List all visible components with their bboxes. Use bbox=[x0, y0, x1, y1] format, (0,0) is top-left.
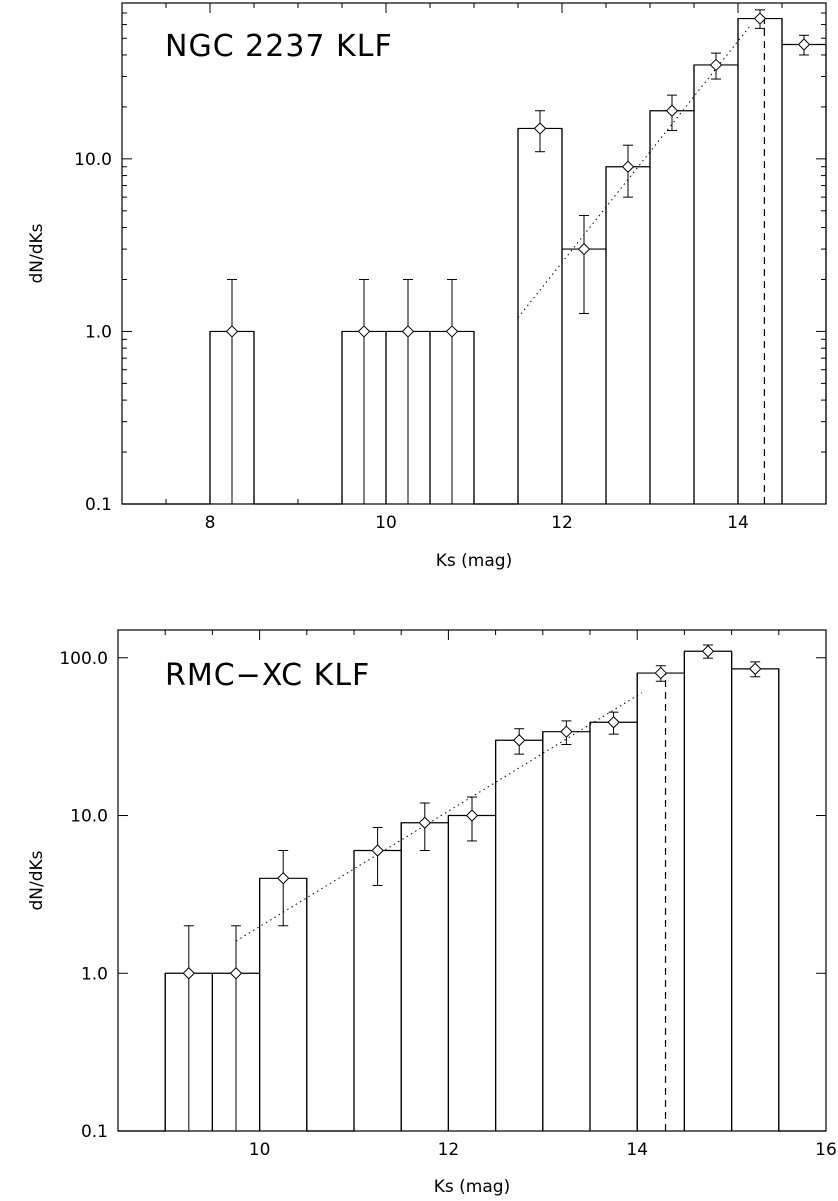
plot-frame bbox=[117, 629, 827, 1132]
fit-line bbox=[235, 692, 643, 942]
x-tick-label: 10 bbox=[249, 1140, 271, 1160]
data-point-diamond bbox=[753, 12, 767, 25]
data-point-diamond bbox=[418, 816, 432, 829]
data-point-diamond bbox=[401, 325, 415, 338]
x-tick-label: 10 bbox=[375, 513, 397, 533]
data-point-diamond bbox=[465, 809, 479, 822]
panel-title: NGC 2237 KLF bbox=[165, 29, 393, 64]
panel-rmc-xc-klf: 10 12 14 16 0.1 1.0 10.0 100.0 RMC−XC KLF Ks (mag… bbox=[27, 629, 837, 1197]
x-tick-label: 14 bbox=[626, 1140, 648, 1160]
data-point-diamond bbox=[357, 325, 371, 338]
panel-title: RMC−XC KLF bbox=[165, 658, 370, 693]
x-tick-label: 12 bbox=[551, 513, 573, 533]
data-point-diamond bbox=[607, 716, 620, 729]
x-axis-label: Ks (mag) bbox=[436, 551, 512, 571]
data-point-diamond bbox=[276, 872, 290, 885]
y-tick-label: 100.0 bbox=[59, 649, 108, 669]
data-point-diamond bbox=[445, 325, 459, 338]
data-point-diamond bbox=[371, 844, 384, 857]
panel-ngc2237-klf: 8 10 12 14 0.1 1.0 10.0 NGC 2237 KLF Ks (mag) dN/… bbox=[27, 2, 827, 571]
data-point-diamond bbox=[577, 242, 591, 256]
data-point-diamond bbox=[621, 160, 635, 173]
x-tick-label: 16 bbox=[815, 1140, 837, 1160]
x-tick-label: 12 bbox=[438, 1140, 460, 1160]
data-point-diamond bbox=[654, 666, 668, 680]
data-point-diamond bbox=[701, 645, 715, 658]
data-point-diamond bbox=[225, 325, 239, 338]
data-point-diamond bbox=[797, 38, 811, 51]
y-tick-label: 0.1 bbox=[85, 495, 112, 515]
data-point-diamond bbox=[560, 725, 573, 738]
y-tick-label: 1.0 bbox=[85, 322, 112, 342]
y-tick-label: 0.1 bbox=[81, 1122, 108, 1142]
y-tick-label: 1.0 bbox=[81, 964, 108, 984]
x-axis-label: Ks (mag) bbox=[434, 1177, 510, 1197]
data-point-diamond bbox=[182, 967, 196, 980]
y-tick-label: 10.0 bbox=[74, 150, 112, 170]
x-tick-label: 8 bbox=[205, 513, 216, 533]
histogram-steps bbox=[118, 650, 826, 1132]
data-point-diamond bbox=[512, 734, 526, 747]
data-point-diamond bbox=[748, 662, 762, 676]
y-axis-label: dN/dKs bbox=[27, 223, 47, 283]
y-axis-label: dN/dKs bbox=[27, 850, 47, 910]
data-point-diamond bbox=[709, 58, 723, 72]
data-point-diamond bbox=[533, 122, 547, 135]
y-tick-label: 10.0 bbox=[70, 807, 108, 827]
data-point-diamond bbox=[229, 967, 243, 980]
x-tick-label: 14 bbox=[727, 513, 749, 533]
data-point-diamond bbox=[665, 104, 679, 117]
